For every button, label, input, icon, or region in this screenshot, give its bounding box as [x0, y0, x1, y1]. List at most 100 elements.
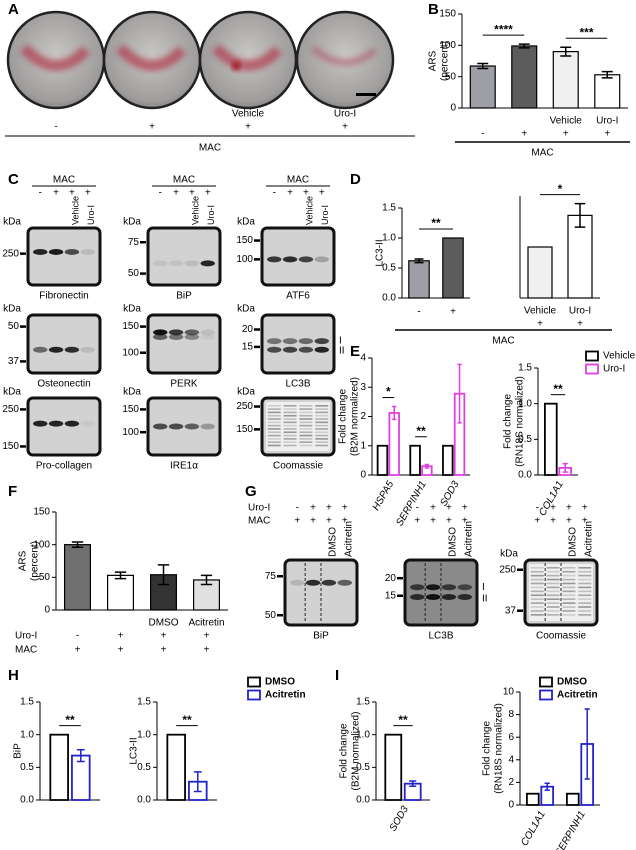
significance-label: ** [182, 713, 192, 727]
error-bar [193, 771, 202, 793]
x-tick-label: COL1A1 [519, 809, 548, 848]
gel-band [578, 602, 592, 604]
treatment-label: Vehicle [190, 196, 200, 225]
bar [525, 792, 540, 806]
treatment-label: Vehicle [70, 196, 80, 225]
stain [19, 44, 91, 71]
band [153, 260, 168, 267]
marker-label: 50 [265, 610, 277, 621]
y-axis-label: Fold change [503, 394, 514, 449]
y-tick-label: 10 [503, 687, 515, 698]
band [168, 423, 184, 430]
legend-label: DMSO [265, 677, 295, 688]
legend-label: Uro-I [603, 364, 625, 375]
gel-band [267, 428, 281, 430]
gel-band [578, 567, 592, 569]
band [410, 594, 425, 601]
gel-band [267, 424, 281, 427]
bar [543, 402, 558, 476]
bar [527, 246, 553, 299]
gel-band [530, 606, 544, 608]
bar [565, 792, 580, 806]
band [33, 420, 48, 427]
group-label: MAC [173, 175, 195, 186]
gel-band [562, 594, 576, 597]
panel-letter: B [428, 1, 439, 18]
gel-band [578, 586, 592, 589]
gel-band [299, 434, 313, 437]
band [200, 423, 215, 430]
treatment-label: Uro-I [86, 205, 96, 225]
gel-band [562, 586, 576, 589]
panel-letter: D [350, 171, 361, 188]
lane-label: + [205, 188, 211, 199]
y-tick-label: 1.0 [382, 233, 396, 244]
error-bar [584, 708, 590, 780]
bar [71, 754, 91, 801]
gel-band [530, 567, 544, 569]
lane-label: + [326, 516, 332, 527]
gel-band [562, 598, 576, 600]
lane-label: + [342, 503, 348, 514]
band [80, 420, 95, 427]
y-tick-label: 100 [33, 539, 50, 550]
marker-label: 75 [265, 571, 277, 582]
legend-swatch [585, 363, 599, 375]
blot-label: BiP [313, 631, 329, 642]
bar [511, 45, 538, 109]
stain [115, 44, 187, 71]
y-tick-label: 0.0 [20, 795, 34, 806]
unit-label: kDa [500, 549, 518, 560]
gel-band [267, 405, 281, 407]
band [321, 579, 337, 586]
gel-band [267, 421, 281, 424]
panel-letter: F [8, 483, 17, 500]
band [337, 579, 352, 586]
y-axis-label: (percent) [440, 41, 451, 81]
legend-swatch [247, 689, 261, 701]
blot-label: PERK [170, 379, 198, 390]
bar [63, 544, 91, 611]
bar [384, 733, 403, 801]
lane-label: + [189, 188, 195, 199]
band [298, 256, 314, 263]
band [457, 594, 472, 601]
legend-swatch [247, 676, 261, 688]
legend-swatch [539, 676, 553, 688]
row-name: MAC [15, 645, 37, 656]
error-bar [392, 405, 397, 421]
blot [260, 313, 336, 375]
blot-label: Pro-collagen [36, 461, 92, 472]
bar [408, 260, 430, 299]
y-tick-label: 3 [360, 382, 366, 393]
y-tick-label: 1.5 [382, 203, 396, 214]
legend-label: Acitretin [557, 690, 598, 701]
treatment-label: DMSO [149, 618, 179, 629]
marker-label: 20 [242, 324, 254, 335]
gel-band [299, 424, 313, 427]
gel-band [530, 598, 544, 600]
lane-label: + [287, 188, 293, 199]
gel-band [267, 441, 281, 443]
error-bar [71, 541, 84, 549]
gel-band [299, 411, 313, 414]
lane-label: + [69, 188, 75, 199]
error-bar [477, 62, 489, 70]
gel-band [530, 610, 544, 612]
band [282, 346, 298, 353]
marker-label: 100 [122, 347, 139, 358]
y-tick-label: 0 [450, 103, 456, 114]
error-bar [560, 46, 572, 57]
gel-band [267, 408, 281, 410]
gel-band [267, 411, 281, 414]
legend-label: Acitretin [265, 690, 306, 701]
y-tick-label: 0 [44, 605, 50, 616]
x-tick-label: + [118, 631, 124, 642]
bar [552, 50, 579, 109]
gel-band [578, 590, 592, 593]
gel-band [283, 411, 297, 414]
gel-band [530, 614, 544, 616]
error-bar [574, 202, 586, 228]
x-tick-label: + [75, 645, 81, 656]
band [425, 594, 441, 601]
